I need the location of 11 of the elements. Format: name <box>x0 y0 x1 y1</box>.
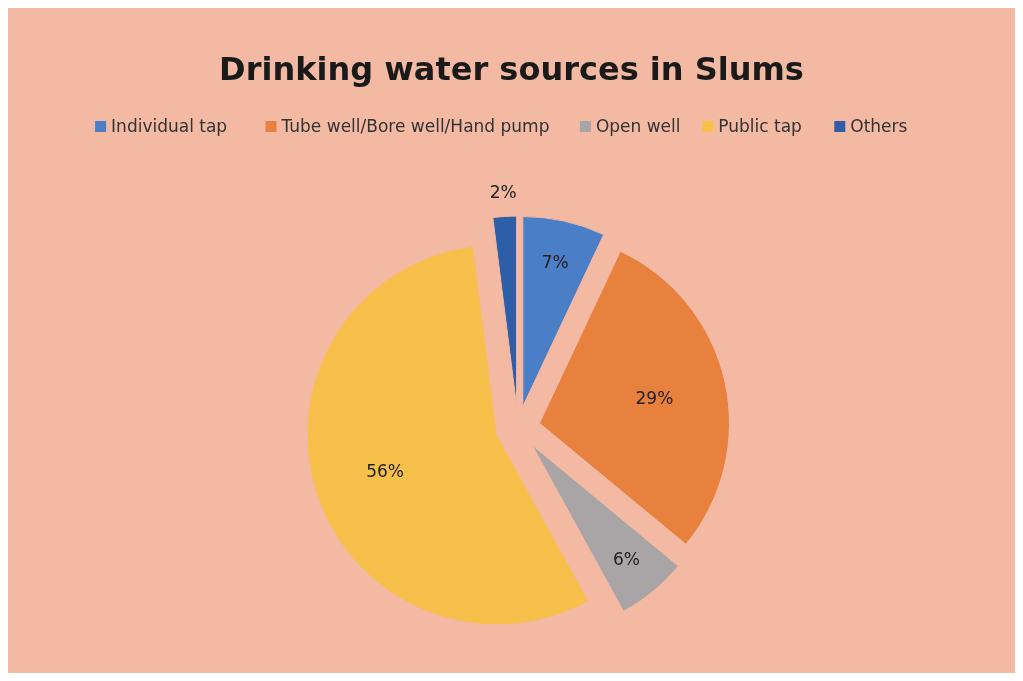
data-label: 29% <box>635 387 674 408</box>
legend-label: Others <box>850 116 908 136</box>
legend-label: Public tap <box>718 116 802 136</box>
data-label: 2% <box>489 181 517 202</box>
legend-label: Open well <box>595 116 681 136</box>
legend-label: Tube well/Bore well/Hand pump <box>280 116 550 136</box>
data-label: 7% <box>541 251 569 272</box>
chart-title: Drinking water sources in Slums <box>219 50 804 88</box>
legend-label: Individual tap <box>111 116 228 136</box>
data-label: 6% <box>613 549 640 570</box>
data-label: 56% <box>366 461 404 482</box>
